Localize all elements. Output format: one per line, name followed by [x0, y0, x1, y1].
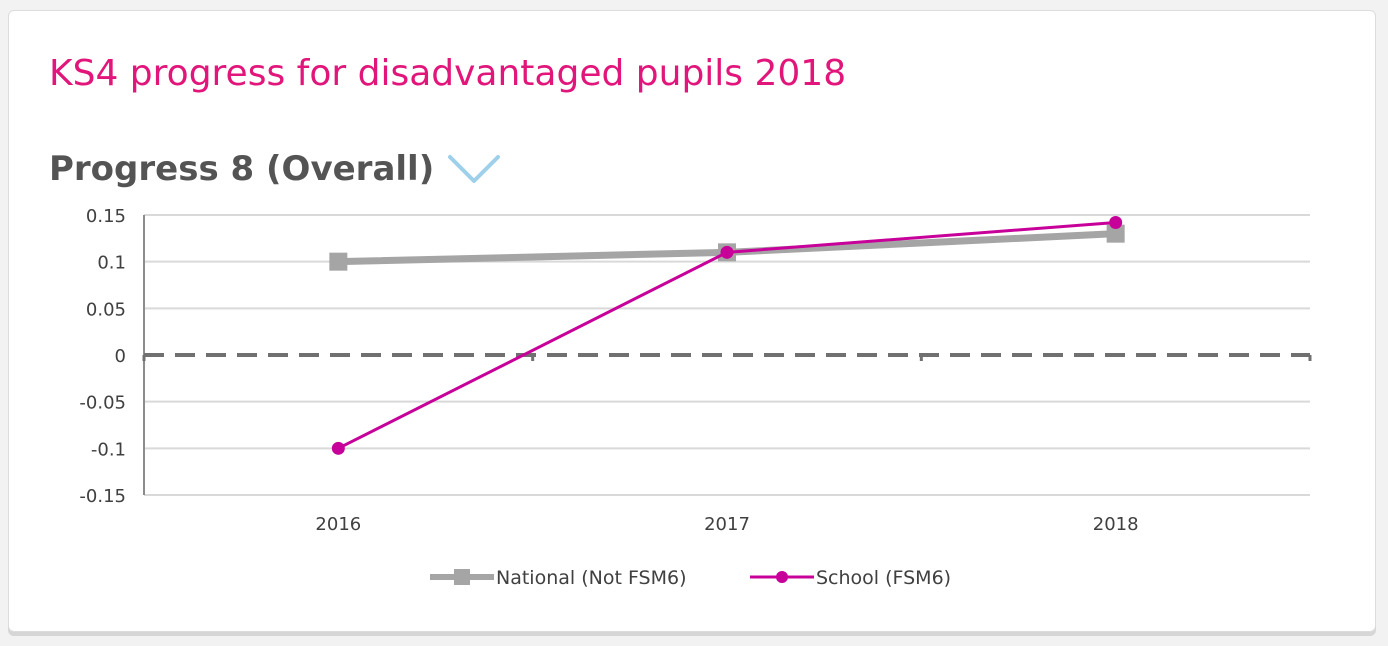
legend-label: National (Not FSM6) [496, 567, 687, 589]
chevron-down-icon[interactable] [446, 151, 502, 187]
data-point-school [1109, 215, 1123, 229]
y-tick-label: -0.1 [91, 439, 126, 460]
metric-selector-dropdown[interactable]: Progress 8 (Overall) [49, 149, 502, 189]
y-tick-label: -0.05 [79, 393, 126, 414]
legend-item: National (Not FSM6) [430, 567, 687, 589]
y-tick-label: 0.15 [86, 206, 126, 227]
y-tick-label: -0.15 [79, 486, 126, 507]
x-tick-label: 2016 [315, 514, 361, 535]
x-tick-label: 2018 [1093, 514, 1139, 535]
data-point-national [1106, 224, 1125, 243]
legend-marker [454, 569, 470, 585]
data-point-school [331, 441, 345, 455]
legend-label: School (FSM6) [816, 567, 951, 589]
y-tick-label: 0 [115, 346, 126, 367]
chart-card: KS4 progress for disadvantaged pupils 20… [8, 10, 1376, 632]
y-tick-label: 0.1 [97, 253, 126, 274]
data-point-national [329, 252, 348, 271]
legend-marker [776, 571, 788, 583]
metric-selector-label: Progress 8 (Overall) [49, 149, 435, 189]
card-title: KS4 progress for disadvantaged pupils 20… [49, 53, 847, 94]
x-tick-label: 2017 [704, 514, 750, 535]
data-point-school [720, 245, 734, 259]
y-tick-label: 0.05 [86, 299, 126, 320]
legend-item: School (FSM6) [750, 567, 951, 589]
